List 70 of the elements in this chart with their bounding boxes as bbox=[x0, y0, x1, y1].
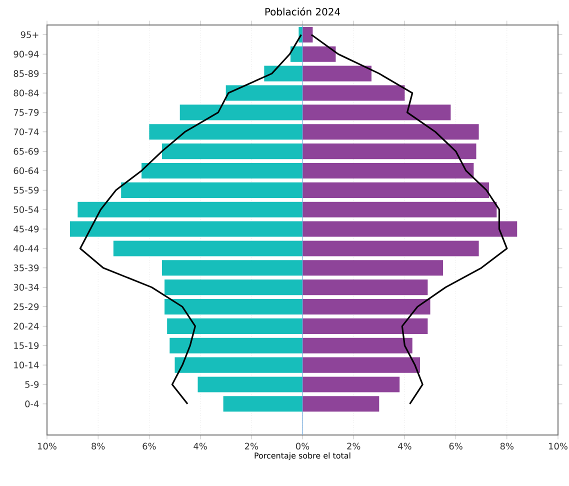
y-tick-label: 30-34 bbox=[14, 284, 39, 291]
y-tick-label: 70-74 bbox=[14, 128, 39, 136]
x-tick-label: 2% bbox=[244, 442, 258, 450]
y-tick-label: 90-94 bbox=[14, 50, 39, 58]
bar bbox=[302, 104, 451, 120]
bar bbox=[302, 357, 420, 373]
bar bbox=[162, 144, 303, 160]
y-tick-label: 10-14 bbox=[14, 362, 39, 368]
y-tick-label: 40-44 bbox=[14, 245, 39, 252]
bar bbox=[302, 66, 372, 82]
x-tick-label: 8% bbox=[500, 442, 514, 450]
bar bbox=[302, 338, 412, 354]
bar bbox=[302, 318, 428, 334]
chart-title: Población 2024 bbox=[265, 7, 340, 16]
x-tick-label: 6% bbox=[142, 442, 156, 450]
bar bbox=[198, 376, 303, 392]
bar bbox=[78, 202, 303, 218]
bar bbox=[162, 260, 303, 276]
bar bbox=[121, 182, 303, 198]
bar bbox=[302, 280, 428, 296]
y-tick-label: 55-59 bbox=[14, 186, 39, 194]
bar bbox=[170, 338, 303, 354]
x-tick-label: 8% bbox=[92, 442, 105, 450]
bar bbox=[302, 396, 380, 412]
bar bbox=[226, 85, 303, 101]
bar bbox=[302, 182, 490, 198]
y-tick-label: 95+ bbox=[20, 31, 38, 38]
bar bbox=[164, 280, 303, 296]
y-tick-label: 15-19 bbox=[14, 342, 39, 350]
x-tick-label: 10% bbox=[38, 442, 56, 450]
x-tick-label: 4% bbox=[194, 442, 207, 450]
bar bbox=[70, 221, 303, 237]
x-tick-label: 0% bbox=[296, 442, 310, 450]
y-tick-label: 0-4 bbox=[25, 400, 39, 408]
y-tick-label: 65-69 bbox=[14, 148, 39, 155]
bar bbox=[113, 240, 303, 256]
y-tick-label: 80-84 bbox=[14, 90, 39, 96]
y-tick-label: 60-64 bbox=[14, 167, 39, 174]
x-tick-label: 4% bbox=[398, 442, 412, 450]
bar bbox=[174, 357, 303, 373]
bar bbox=[223, 396, 303, 412]
bar bbox=[302, 124, 479, 140]
y-tick-label: 45-49 bbox=[14, 226, 39, 232]
bar bbox=[302, 202, 497, 218]
bar bbox=[302, 298, 430, 315]
y-tick-label: 75-79 bbox=[14, 109, 39, 116]
bar bbox=[302, 26, 313, 42]
bar bbox=[302, 144, 476, 160]
bar bbox=[302, 260, 444, 276]
bar bbox=[142, 162, 303, 179]
bar bbox=[180, 104, 303, 120]
y-tick-label: 85-89 bbox=[14, 70, 39, 77]
bar bbox=[264, 66, 303, 82]
bar bbox=[302, 240, 479, 256]
x-tick-label: 2% bbox=[347, 442, 360, 450]
y-tick-label: 25-29 bbox=[14, 303, 39, 310]
bar bbox=[149, 124, 303, 140]
y-tick-label: 5-9 bbox=[25, 381, 39, 388]
y-tick-label: 50-54 bbox=[14, 206, 39, 213]
bar bbox=[302, 376, 400, 392]
bar bbox=[302, 46, 336, 62]
y-tick-label: 35-39 bbox=[14, 264, 39, 272]
x-tick-label: 6% bbox=[449, 442, 462, 450]
bar bbox=[164, 298, 303, 315]
bar bbox=[302, 162, 474, 179]
bar bbox=[167, 318, 303, 334]
bar bbox=[302, 85, 405, 101]
x-tick-label: 10% bbox=[549, 442, 568, 450]
bar bbox=[302, 221, 518, 237]
y-tick-label: 20-24 bbox=[14, 322, 39, 330]
